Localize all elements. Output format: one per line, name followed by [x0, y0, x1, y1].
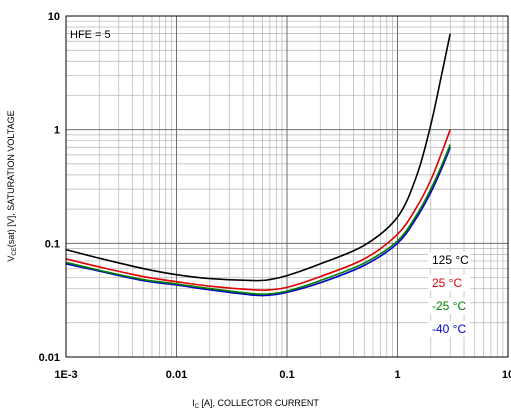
- x-tick-label: 0.1: [279, 369, 294, 381]
- legend-bg: [428, 298, 470, 314]
- y-tick-label: 1: [54, 125, 60, 137]
- y-tick-label: 0.1: [45, 238, 60, 250]
- x-tick-label: 10: [502, 369, 511, 381]
- x-axis-title-main: I: [192, 398, 195, 408]
- legend-entry: 125 °C: [432, 253, 469, 267]
- hfe-annotation: HFE = 5: [70, 29, 111, 41]
- x-tick-label: 1E-3: [54, 369, 77, 381]
- series-line-25-C: [65, 129, 451, 292]
- x-axis-title-rest: [A], COLLECTOR CURRENT: [199, 398, 319, 408]
- x-axis-title-sub: C: [194, 404, 199, 410]
- legend-bg: [428, 275, 470, 291]
- y-tick-label: 0.01: [39, 352, 60, 364]
- major-grid: [66, 16, 508, 357]
- y-axis-title-sub: CE: [12, 247, 18, 256]
- series-lines: [65, 33, 452, 297]
- series-line--40-C: [65, 146, 451, 297]
- legend-bg: [428, 252, 470, 268]
- legend-entry: -25 °C: [432, 299, 466, 313]
- legend-entry: 25 °C: [432, 276, 462, 290]
- x-tick-label: 0.01: [166, 369, 187, 381]
- legend-entry: -40 °C: [432, 322, 466, 336]
- x-tick-label: 1: [394, 369, 400, 381]
- x-axis-title: IC [A], COLLECTOR CURRENT: [0, 398, 511, 410]
- y-axis-title-rest: (sat) [V], SATURATION VOLTAGE: [6, 110, 16, 248]
- series-line-125-C: [65, 33, 452, 282]
- tick-labels: 1E-3 0.01 0.1 1 10 10 1 0.1 0.01: [39, 11, 511, 381]
- legend-bg: [428, 321, 470, 337]
- series-line--25-C: [65, 144, 451, 296]
- legend: 125 °C 25 °C -25 °C -40 °C: [428, 252, 470, 337]
- y-axis-title-main: V: [6, 255, 16, 262]
- plot-frame: [65, 15, 509, 358]
- y-tick-label: 10: [48, 11, 60, 23]
